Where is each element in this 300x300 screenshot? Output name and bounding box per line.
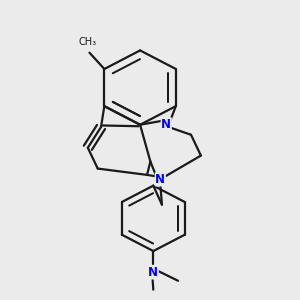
Text: N: N <box>161 118 171 131</box>
Text: N: N <box>148 266 158 279</box>
Text: CH₃: CH₃ <box>79 37 97 47</box>
Text: N: N <box>155 173 165 186</box>
